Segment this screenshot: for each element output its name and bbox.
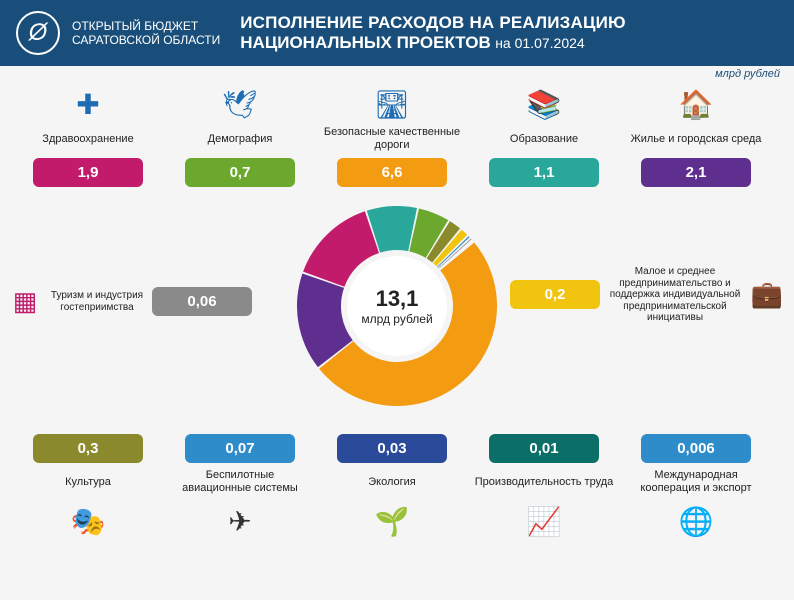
- content: 13,1 млрд рублей ✚ Здравоохранение 1,9 🕊…: [0, 66, 794, 600]
- sme-value: 0,2: [510, 280, 600, 309]
- donut-center-unit: млрд рублей: [361, 312, 432, 326]
- housing-icon: 🏠: [679, 84, 714, 124]
- card-sme: 0,2 Малое и среднее предпринимательство …: [510, 266, 790, 324]
- export-label: Международная кооперация и экспорт: [626, 469, 766, 495]
- card-health: ✚ Здравоохранение 1,9: [18, 84, 158, 187]
- labor-label: Производительность труда: [475, 469, 614, 495]
- export-value: 0,006: [641, 434, 751, 463]
- tourism-label: Туризм и индустрия гостеприимства: [42, 290, 152, 313]
- title-block: ИСПОЛНЕНИЕ РАСХОДОВ НА РЕАЛИЗАЦИЮ НАЦИОН…: [240, 13, 625, 53]
- education-icon: 📚: [527, 84, 562, 124]
- sme-label: Малое и среднее предпринимательство и по…: [600, 266, 750, 324]
- card-drones: 0,07 Беспилотные авиационные системы ✈: [170, 434, 310, 541]
- roads-icon: 🛣: [374, 84, 410, 124]
- drones-value: 0,07: [185, 434, 295, 463]
- card-demography: 🕊 Демография 0,7: [170, 84, 310, 187]
- drones-label: Беспилотные авиационные системы: [170, 469, 310, 495]
- culture-icon: 🎭: [71, 501, 106, 541]
- tourism-icon: ▦: [8, 286, 42, 317]
- title-line-2: НАЦИОНАЛЬНЫХ ПРОЕКТОВ: [240, 33, 490, 52]
- export-icon: 🌐: [679, 501, 714, 541]
- health-value: 1,9: [33, 158, 143, 187]
- card-roads: 🛣 Безопасные качественные дороги 6,6: [322, 84, 462, 187]
- education-label: Образование: [510, 126, 578, 152]
- logo-text-2: САРАТОВСКОЙ ОБЛАСТИ: [72, 33, 220, 47]
- card-tourism: ▦ Туризм и индустрия гостеприимства 0,06: [8, 286, 278, 317]
- ecology-icon: 🌱: [375, 501, 410, 541]
- roads-label: Безопасные качественные дороги: [322, 126, 462, 152]
- logo-text-1: ОТКРЫТЫЙ БЮДЖЕТ: [72, 19, 220, 33]
- title-line-1: ИСПОЛНЕНИЕ РАСХОДОВ НА РЕАЛИЗАЦИЮ: [240, 13, 625, 33]
- demography-label: Демография: [208, 126, 273, 152]
- roads-value: 6,6: [337, 158, 447, 187]
- logo-icon: Ø: [16, 11, 60, 55]
- date-value: 01.07.2024: [515, 35, 585, 51]
- education-value: 1,1: [489, 158, 599, 187]
- card-culture: 0,3 Культура 🎭: [18, 434, 158, 541]
- housing-label: Жилье и городская среда: [631, 126, 762, 152]
- health-icon: ✚: [76, 84, 99, 124]
- card-export: 0,006 Международная кооперация и экспорт…: [626, 434, 766, 541]
- culture-label: Культура: [65, 469, 111, 495]
- donut-center: 13,1 млрд рублей: [347, 256, 447, 356]
- housing-value: 2,1: [641, 158, 751, 187]
- card-education: 📚 Образование 1,1: [474, 84, 614, 187]
- card-ecology: 0,03 Экология 🌱: [322, 434, 462, 541]
- demography-value: 0,7: [185, 158, 295, 187]
- ecology-label: Экология: [368, 469, 416, 495]
- logo-text: ОТКРЫТЫЙ БЮДЖЕТ САРАТОВСКОЙ ОБЛАСТИ: [72, 19, 220, 48]
- drones-icon: ✈: [228, 501, 251, 541]
- tourism-value: 0,06: [152, 287, 252, 316]
- demography-icon: 🕊: [222, 84, 258, 124]
- culture-value: 0,3: [33, 434, 143, 463]
- health-label: Здравоохранение: [42, 126, 133, 152]
- date-prefix: на: [495, 35, 511, 51]
- donut-chart: 13,1 млрд рублей: [297, 206, 497, 406]
- sme-icon: 💼: [750, 279, 784, 310]
- donut-center-value: 13,1: [376, 286, 419, 312]
- labor-icon: 📈: [527, 501, 562, 541]
- ecology-value: 0,03: [337, 434, 447, 463]
- header: Ø ОТКРЫТЫЙ БЮДЖЕТ САРАТОВСКОЙ ОБЛАСТИ ИС…: [0, 0, 794, 66]
- card-housing: 🏠 Жилье и городская среда 2,1: [626, 84, 766, 187]
- labor-value: 0,01: [489, 434, 599, 463]
- card-labor: 0,01 Производительность труда 📈: [474, 434, 614, 541]
